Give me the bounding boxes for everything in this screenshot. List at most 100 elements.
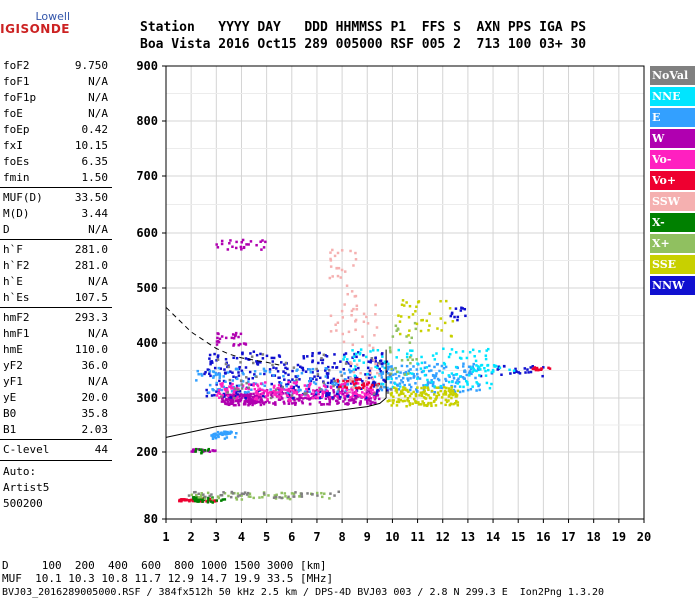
data-point-nnw	[335, 366, 338, 369]
data-point-nne	[395, 356, 398, 359]
data-point-w	[352, 401, 355, 405]
data-point-vo-	[308, 383, 311, 387]
data-point-vo-	[224, 388, 227, 392]
data-point-e	[296, 368, 299, 371]
data-point-noval	[240, 383, 244, 386]
data-point-x-	[414, 327, 418, 331]
data-point-e	[218, 374, 222, 377]
data-point-ssw	[349, 361, 352, 364]
data-point-nnw	[271, 374, 274, 377]
data-point-nne	[431, 354, 435, 357]
data-point-w	[239, 332, 243, 336]
data-point-e	[244, 391, 248, 394]
data-point-w	[356, 395, 359, 398]
data-point-noval	[192, 491, 196, 494]
y-tick-label: 200	[136, 445, 158, 459]
data-point-sse	[428, 312, 431, 315]
data-point-nnw	[360, 387, 363, 391]
data-point-e	[418, 377, 422, 380]
data-point-e	[475, 389, 478, 392]
data-point-w	[231, 333, 235, 336]
data-point-noval	[240, 387, 244, 390]
data-point-e	[431, 383, 435, 386]
param-row: C-level 44	[0, 442, 112, 458]
param-name: h`F2	[3, 259, 30, 272]
data-point-e	[207, 391, 210, 394]
data-point-e	[435, 372, 438, 375]
data-point-w	[368, 391, 372, 395]
data-point-nne	[439, 384, 443, 388]
data-point-sse	[407, 316, 411, 319]
data-point-ssw	[329, 257, 332, 261]
data-point-e	[399, 371, 402, 374]
data-point-nnw	[343, 353, 346, 357]
data-point-vo-	[358, 394, 361, 397]
data-point-sse	[412, 397, 416, 401]
data-point-e	[427, 369, 431, 373]
data-point-w	[231, 245, 234, 248]
data-point-x-	[240, 494, 243, 497]
x-tick-label: 20	[637, 530, 651, 544]
data-point-e	[217, 366, 221, 370]
data-point-vo-	[343, 382, 346, 386]
data-point-nne	[353, 374, 357, 377]
data-point-nnw	[206, 368, 210, 371]
data-point-nne	[443, 363, 447, 366]
param-row: hmE 110.0	[0, 342, 112, 358]
data-point-e	[300, 371, 304, 375]
data-point-w	[358, 401, 362, 405]
data-point-w	[235, 240, 238, 244]
data-point-nnw	[286, 382, 290, 386]
data-point-nne	[424, 383, 428, 387]
data-point-w	[232, 336, 236, 340]
data-point-nne	[369, 350, 372, 353]
data-point-e	[213, 435, 217, 439]
data-point-w	[232, 343, 236, 346]
data-point-sse	[427, 329, 430, 332]
data-point-nnw	[237, 374, 241, 377]
param-row: yE 20.0	[0, 390, 112, 406]
data-point-nnw	[347, 362, 351, 365]
data-point-vo-	[295, 392, 299, 396]
data-point-sse	[386, 399, 390, 403]
data-point-nnw	[203, 372, 206, 376]
data-point-x-	[194, 495, 198, 499]
data-point-sse	[448, 403, 452, 407]
data-point-w	[351, 398, 354, 402]
data-point-w	[328, 400, 332, 404]
data-point-sse	[443, 321, 447, 325]
data-point-vo-	[225, 388, 229, 391]
data-point-nnw	[315, 378, 318, 381]
data-point-nnw	[463, 307, 467, 311]
data-point-nnw	[287, 379, 290, 382]
data-point-w	[245, 393, 249, 397]
data-point-w	[289, 396, 293, 400]
data-point-e	[222, 375, 225, 378]
data-point-vo-	[232, 390, 236, 393]
data-point-x-	[209, 500, 213, 503]
data-point-w	[350, 397, 354, 400]
data-point-w	[274, 401, 277, 404]
data-point-nnw	[229, 370, 232, 373]
data-point-sse	[434, 398, 438, 401]
data-point-nne	[454, 351, 458, 354]
data-point-nne	[492, 364, 496, 367]
data-point-sse	[402, 304, 406, 307]
data-point-nnw	[282, 370, 285, 373]
data-point-ssw	[352, 264, 355, 267]
legend-item-vo: Vo-	[650, 150, 695, 169]
data-point-w	[367, 389, 371, 393]
data-point-nne	[409, 349, 412, 352]
data-point-sse	[414, 401, 417, 404]
data-point-ssw	[352, 307, 355, 311]
data-point-vo-	[372, 396, 376, 399]
data-point-w	[371, 401, 374, 404]
data-point-nne	[458, 385, 462, 388]
data-point-ssw	[345, 284, 349, 287]
data-point-nnw	[285, 383, 288, 386]
data-point-vo-	[257, 393, 261, 396]
data-point-w	[281, 397, 284, 400]
data-point-nnw	[205, 394, 209, 398]
data-point-ssw	[347, 330, 351, 334]
data-point-w	[373, 397, 377, 401]
